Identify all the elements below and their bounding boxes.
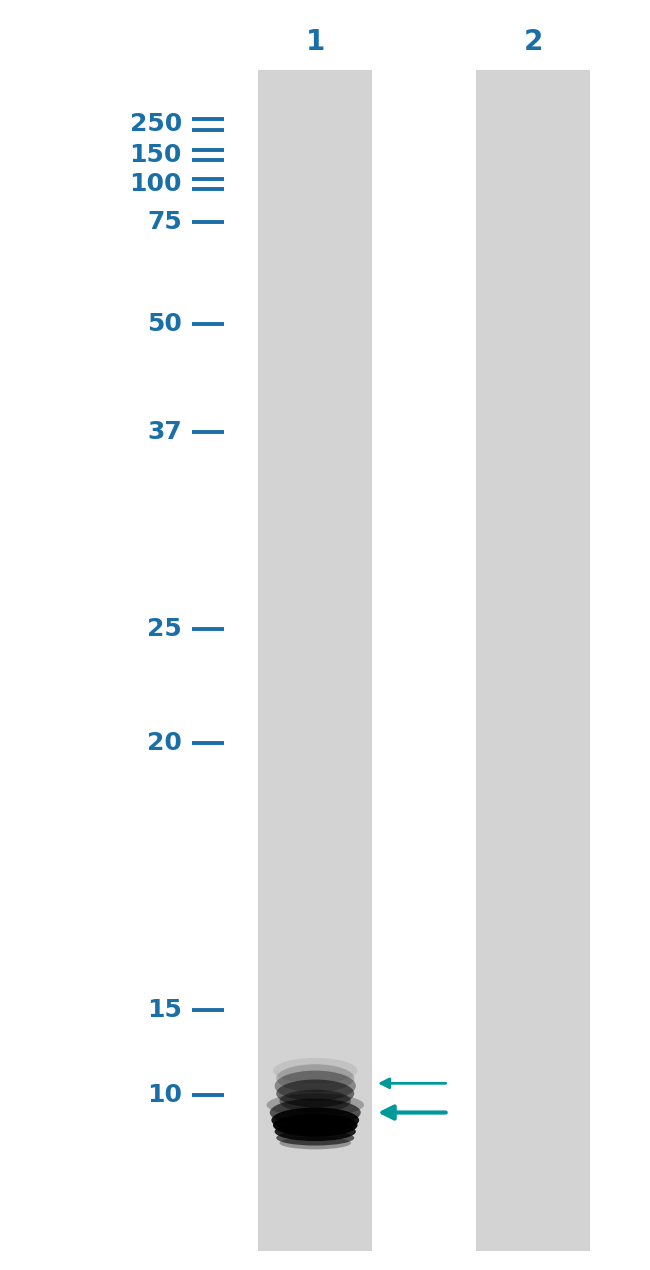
Ellipse shape (273, 1058, 358, 1083)
Bar (476, 70, 590, 1251)
Text: 100: 100 (129, 173, 182, 196)
Text: 50: 50 (147, 312, 182, 335)
Ellipse shape (280, 1090, 351, 1113)
Text: 150: 150 (129, 144, 182, 166)
Text: 15: 15 (147, 998, 182, 1021)
Text: 2: 2 (523, 28, 543, 56)
Text: 37: 37 (148, 420, 182, 443)
Ellipse shape (273, 1114, 358, 1137)
Ellipse shape (276, 1080, 354, 1107)
Ellipse shape (272, 1107, 359, 1133)
Ellipse shape (276, 1130, 354, 1146)
Ellipse shape (276, 1064, 354, 1092)
Ellipse shape (274, 1123, 356, 1140)
Ellipse shape (280, 1137, 351, 1149)
Bar (259, 70, 372, 1251)
Text: 1: 1 (306, 28, 325, 56)
Text: 250: 250 (130, 113, 182, 136)
Ellipse shape (270, 1099, 361, 1126)
Text: 20: 20 (147, 732, 182, 754)
Text: 10: 10 (147, 1083, 182, 1106)
Text: 25: 25 (148, 617, 182, 640)
Ellipse shape (266, 1093, 364, 1116)
Ellipse shape (274, 1071, 356, 1101)
Text: 75: 75 (148, 211, 182, 234)
